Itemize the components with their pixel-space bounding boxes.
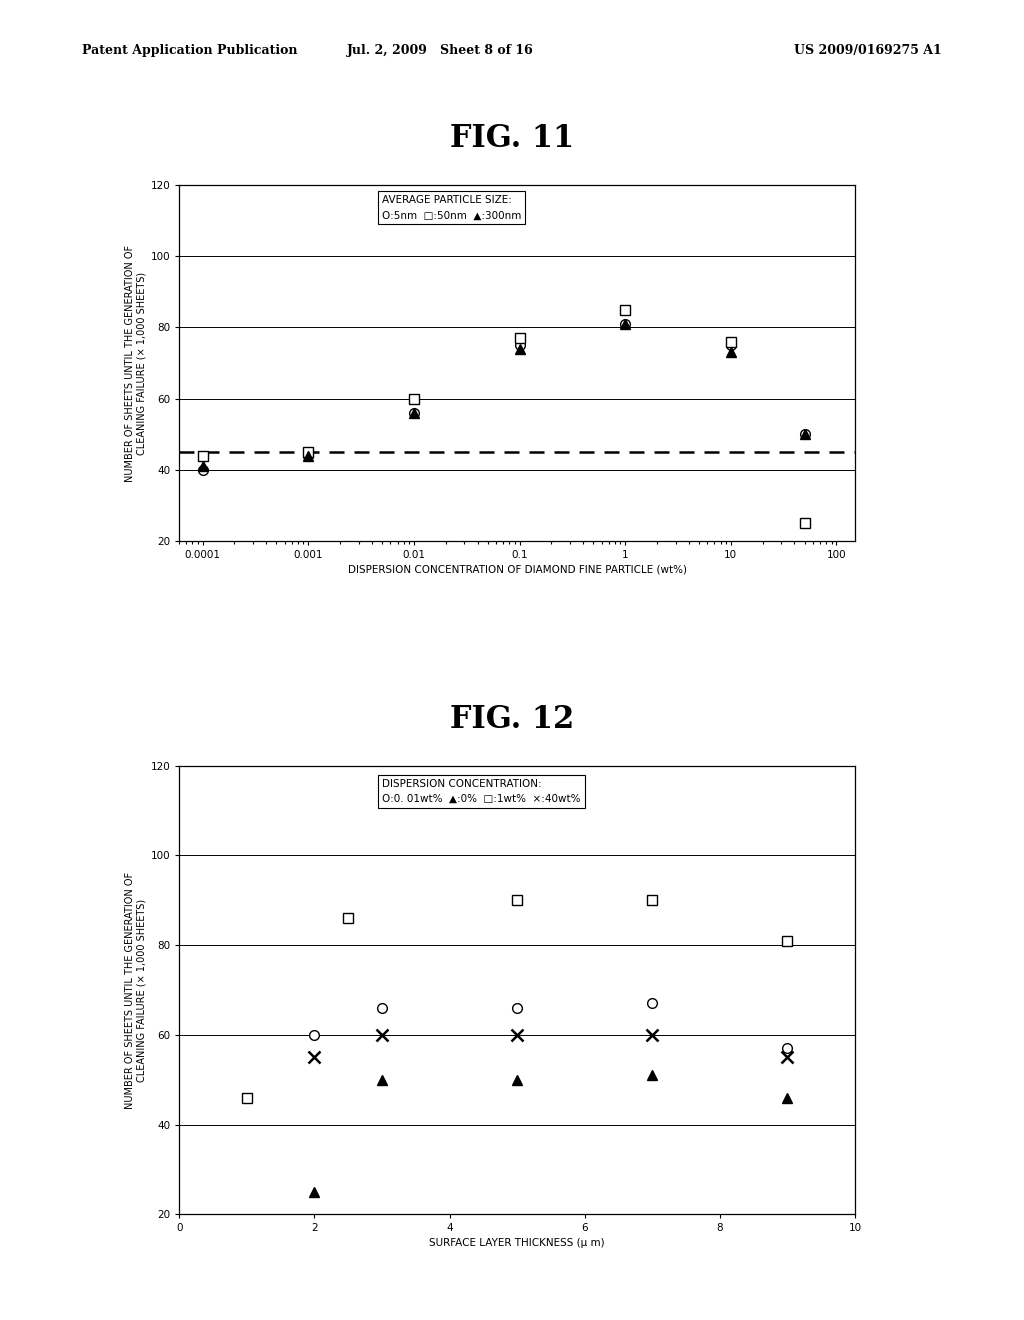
Text: DISPERSION CONCENTRATION:
O:0. 01wt%  ▲:0%  □:1wt%  ×:40wt%: DISPERSION CONCENTRATION: O:0. 01wt% ▲:0… [382, 779, 581, 804]
Text: FIG. 11: FIG. 11 [450, 123, 574, 154]
Y-axis label: NUMBER OF SHEETS UNTIL THE GENERATION OF
CLEANING FAILURE (× 1,000 SHEETS): NUMBER OF SHEETS UNTIL THE GENERATION OF… [125, 871, 146, 1109]
Text: Jul. 2, 2009   Sheet 8 of 16: Jul. 2, 2009 Sheet 8 of 16 [347, 44, 534, 57]
Text: US 2009/0169275 A1: US 2009/0169275 A1 [795, 44, 942, 57]
Text: Patent Application Publication: Patent Application Publication [82, 44, 297, 57]
Text: AVERAGE PARTICLE SIZE:
O:5nm  □:50nm  ▲:300nm: AVERAGE PARTICLE SIZE: O:5nm □:50nm ▲:30… [382, 195, 521, 220]
Y-axis label: NUMBER OF SHEETS UNTIL THE GENERATION OF
CLEANING FAILURE (× 1,000 SHEETS): NUMBER OF SHEETS UNTIL THE GENERATION OF… [125, 244, 146, 482]
Text: FIG. 12: FIG. 12 [450, 704, 574, 735]
X-axis label: SURFACE LAYER THICKNESS (μ m): SURFACE LAYER THICKNESS (μ m) [429, 1238, 605, 1247]
X-axis label: DISPERSION CONCENTRATION OF DIAMOND FINE PARTICLE (wt%): DISPERSION CONCENTRATION OF DIAMOND FINE… [347, 565, 687, 574]
